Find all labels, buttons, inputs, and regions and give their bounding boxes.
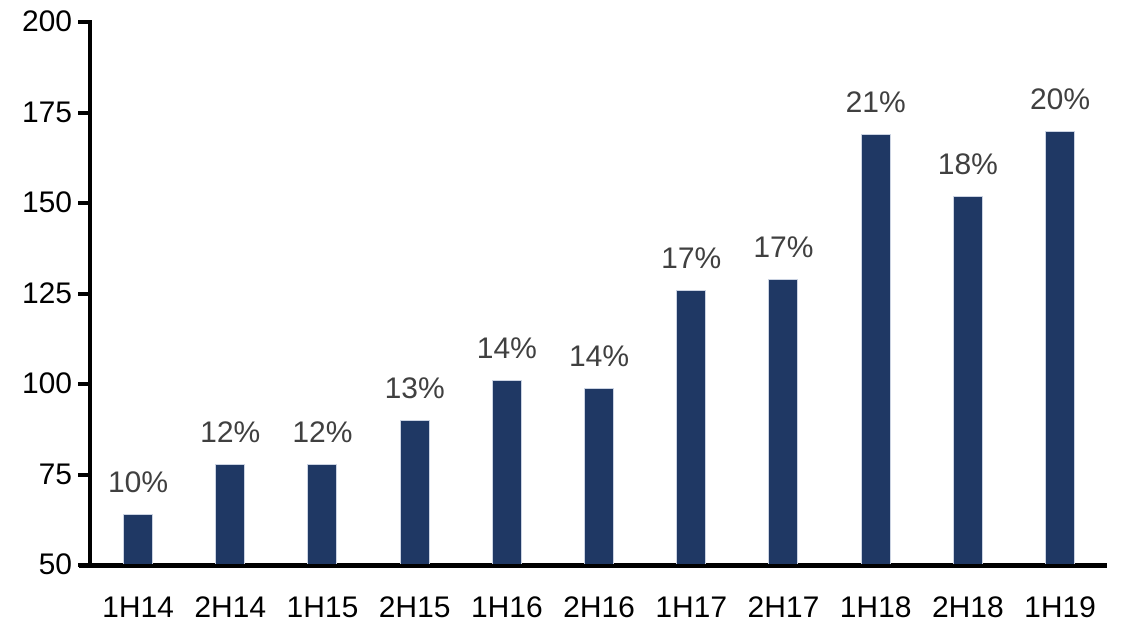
bar — [860, 134, 891, 564]
x-axis-label: 1H15 — [286, 591, 359, 624]
y-axis-tick — [78, 20, 92, 24]
y-axis-tick-label: 75 — [38, 457, 72, 491]
x-axis-label: 1H16 — [470, 591, 543, 624]
y-axis-tick — [78, 110, 92, 115]
bar — [123, 514, 153, 564]
x-axis-label: 1H19 — [1024, 591, 1096, 624]
bar — [768, 279, 799, 564]
bar-value-label: 17% — [753, 231, 814, 265]
y-axis-tick-label: 50 — [38, 548, 72, 581]
bar — [215, 463, 246, 564]
y-axis-tick — [78, 563, 92, 567]
bar-value-label: 12% — [292, 415, 353, 449]
y-axis-tick-label: 175 — [21, 95, 72, 129]
x-axis-line — [79, 563, 1107, 568]
bar-value-label: 14% — [476, 332, 537, 366]
bar — [584, 387, 614, 564]
x-axis-label: 1H14 — [102, 591, 174, 624]
bar-value-label: 17% — [661, 241, 722, 275]
y-axis-tick-label: 100 — [21, 367, 72, 400]
bar — [491, 380, 522, 564]
y-axis-tick-label: 200 — [21, 5, 72, 38]
bar — [399, 420, 430, 564]
y-axis-tick — [78, 382, 92, 386]
y-axis-tick-label: 125 — [21, 276, 72, 310]
x-axis-label: 2H18 — [931, 591, 1004, 624]
x-axis-label: 2H15 — [378, 591, 451, 624]
bar-value-label: 12% — [200, 415, 261, 449]
bar-value-label: 13% — [384, 372, 445, 406]
bar-value-label: 21% — [845, 86, 906, 120]
x-axis-label: 2H17 — [747, 591, 820, 624]
x-axis-label: 1H18 — [839, 591, 912, 624]
bar-value-label: 18% — [937, 147, 998, 181]
x-axis-label: 1H17 — [655, 591, 728, 624]
bar — [952, 195, 983, 564]
bar — [1045, 130, 1075, 564]
x-axis-label: 2H14 — [194, 591, 267, 624]
bar — [307, 463, 338, 564]
bar-value-label: 10% — [107, 466, 169, 500]
bar-value-label: 20% — [1029, 82, 1091, 116]
x-axis-label: 2H16 — [563, 591, 635, 624]
bar-value-label: 14% — [568, 339, 630, 373]
y-axis-tick — [78, 201, 92, 205]
y-axis-tick-label: 150 — [21, 186, 72, 219]
bar — [676, 289, 707, 564]
y-axis-tick — [78, 291, 92, 296]
y-axis-tick — [78, 472, 92, 477]
